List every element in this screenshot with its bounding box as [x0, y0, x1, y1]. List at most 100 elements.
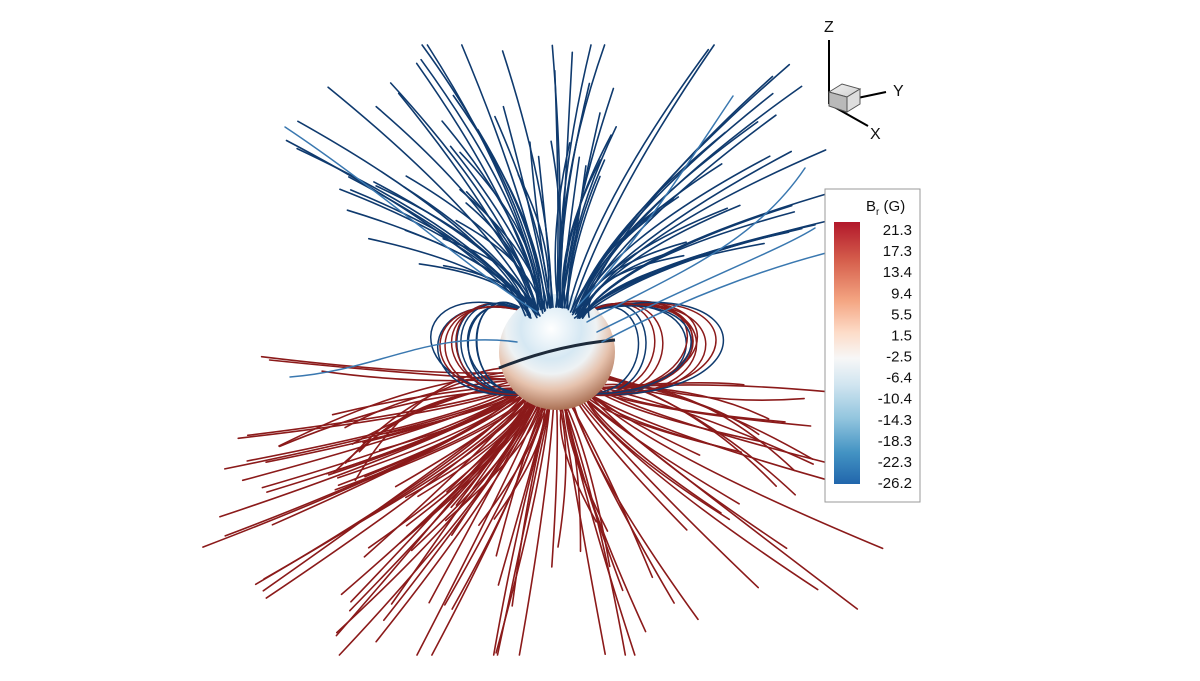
- negative-field-line: [563, 165, 587, 309]
- open-field-line: [586, 167, 806, 323]
- colorbar-gradient: [834, 222, 860, 484]
- negative-field-line: [580, 149, 827, 317]
- colorbar-tick-label: -2.5: [886, 349, 912, 366]
- open-field-line: [289, 339, 518, 378]
- colorbar-tick-label: -26.2: [878, 475, 912, 492]
- positive-field-line: [578, 392, 859, 610]
- closed-field-loop: [581, 301, 724, 396]
- negative-field-line: [537, 155, 554, 308]
- positive-field-line: [551, 399, 559, 568]
- closed-field-loop: [581, 305, 692, 395]
- colorbar-tick-label: -14.3: [878, 412, 912, 429]
- negative-field-line: [327, 86, 540, 314]
- colorbar-tick-label: 5.5: [891, 306, 912, 323]
- positive-field-line: [495, 398, 552, 654]
- positive-field-line: [495, 398, 547, 557]
- negative-field-line: [571, 44, 715, 311]
- positive-field-line: [562, 398, 611, 568]
- negative-field-line: [375, 105, 535, 313]
- positive-field-line: [564, 398, 647, 633]
- negative-field-line: [565, 175, 601, 309]
- positive-field-line: [262, 391, 537, 592]
- open-field-line: [601, 251, 831, 343]
- negative-field-line: [389, 82, 538, 312]
- positive-field-line: [582, 392, 731, 521]
- positive-field-line: [399, 394, 541, 544]
- positive-field-line: [573, 395, 688, 531]
- negative-field-line: [558, 51, 574, 308]
- negative-field-line: [571, 150, 792, 316]
- negative-field-line: [550, 140, 562, 308]
- negative-field-line: [554, 142, 571, 308]
- positive-field-line: [601, 374, 777, 487]
- positive-field-line: [375, 396, 543, 643]
- positive-field-line: [451, 396, 538, 536]
- positive-field-line: [576, 392, 819, 591]
- negative-field-line: [576, 207, 729, 317]
- orientation-cube-icon: [827, 83, 862, 113]
- negative-field-line: [576, 196, 680, 314]
- colorbar-ticks: 21.3 17.3 13.4 9.4 5.5 1.5 -2.5 -6.4 -10.4 -14.3 -…: [878, 222, 912, 492]
- axis-triad: Z Y X: [824, 19, 904, 143]
- negative-field-line: [494, 115, 551, 309]
- positive-field-line: [431, 397, 550, 656]
- positive-field-line: [271, 389, 534, 526]
- positive-field-line: [566, 397, 654, 579]
- colorbar-tick-label: 21.3: [883, 222, 912, 239]
- colorbar-tick-label: -6.4: [886, 370, 912, 387]
- positive-field-line: [586, 389, 884, 550]
- negative-field-line: [397, 92, 539, 312]
- colorbar-tick-label: -22.3: [878, 454, 912, 471]
- positive-field-line: [560, 399, 606, 655]
- sphere-body: [499, 294, 615, 410]
- colorbar-tick-label: 17.3: [883, 243, 912, 260]
- negative-field-line: [561, 159, 602, 309]
- negative-field-line: [348, 176, 539, 316]
- negative-field-line: [465, 202, 536, 313]
- negative-field-line: [580, 241, 687, 317]
- open-field-line: [576, 95, 734, 308]
- negative-field-line: [461, 44, 549, 309]
- positive-field-line: [601, 386, 770, 420]
- negative-field-line: [581, 242, 765, 319]
- positive-field-line: [334, 388, 534, 491]
- positive-field-line: [263, 391, 534, 580]
- positive-field-line: [444, 397, 548, 606]
- negative-field-line: [567, 48, 710, 311]
- positive-field-line: [601, 373, 805, 401]
- positive-field-line: [497, 398, 551, 586]
- negative-field-line: [569, 63, 791, 313]
- y-axis-label: Y: [893, 83, 904, 100]
- negative-field-line: [441, 120, 540, 311]
- negative-field-line: [572, 131, 727, 313]
- positive-field-line: [492, 398, 553, 656]
- negative-field-line: [502, 105, 551, 309]
- positive-field-line: [574, 394, 759, 589]
- z-axis-label: Z: [824, 19, 834, 36]
- negative-field-line: [501, 50, 552, 309]
- positive-field-line: [518, 399, 555, 656]
- negative-field-line: [573, 227, 803, 319]
- positive-field-line: [344, 370, 513, 464]
- positive-field-line: [335, 395, 535, 637]
- negative-field-line: [579, 204, 793, 318]
- positive-field-line: [588, 384, 765, 443]
- positive-field-line: [265, 392, 539, 599]
- negative-field-line: [421, 44, 545, 310]
- colorbar-tick-label: 13.4: [883, 264, 912, 281]
- positive-field-line: [390, 396, 539, 605]
- positive-field-line: [455, 395, 536, 506]
- positive-field-line: [405, 392, 528, 499]
- closed-field-loop: [430, 301, 533, 395]
- negative-field-line: [577, 85, 803, 314]
- x-axis-label: X: [870, 126, 881, 143]
- positive-field-line: [576, 391, 740, 505]
- negative-field-line: [575, 114, 777, 314]
- colorbar-legend: Br (G) 21.3 17.3 13.4 9.4 5.5 1.5 -2.5 -6.4 -10.…: [824, 188, 921, 503]
- negative-field-line: [455, 219, 544, 314]
- colorbar-tick-label: 1.5: [891, 327, 912, 344]
- negative-field-lines-front: [284, 44, 855, 378]
- positive-field-line: [601, 382, 745, 389]
- colorbar-title: Br (G): [866, 198, 905, 218]
